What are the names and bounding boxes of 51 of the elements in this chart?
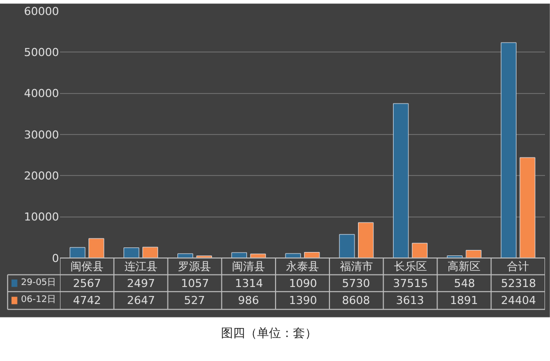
bar xyxy=(412,242,428,258)
data-label: 2647 xyxy=(127,294,155,307)
data-label: 548 xyxy=(454,277,475,290)
bar xyxy=(124,247,140,258)
text: 图四（单位：套） xyxy=(221,326,317,340)
bar xyxy=(358,222,374,258)
x-tick-label: 闽侯县 xyxy=(70,260,104,273)
bar xyxy=(304,252,320,258)
x-tick-label: 长乐区 xyxy=(394,260,427,273)
legend-label: 29-05日 xyxy=(21,278,56,288)
data-label: 1090 xyxy=(289,277,317,290)
x-tick-label: 闽清县 xyxy=(232,260,266,273)
x-tick-label: 罗源县 xyxy=(178,260,212,273)
data-label: 3613 xyxy=(396,294,424,307)
data-label: 1057 xyxy=(181,277,209,290)
bar xyxy=(520,157,536,258)
y-tick-label: 20000 xyxy=(24,170,59,183)
bar xyxy=(250,254,266,258)
y-tick-label: 60000 xyxy=(24,4,59,18)
bar xyxy=(466,250,482,258)
x-tick-label: 合计 xyxy=(507,260,530,273)
y-tick-label: 50000 xyxy=(24,46,59,60)
x-tick-label: 福清市 xyxy=(340,260,373,273)
bar xyxy=(70,247,86,258)
bar xyxy=(393,103,409,258)
data-label: 52318 xyxy=(501,277,536,290)
x-tick-label: 连江县 xyxy=(124,260,158,273)
data-label: 1891 xyxy=(450,294,478,307)
x-tick-label: 永泰县 xyxy=(286,260,319,273)
x-tick-label: 高新区 xyxy=(448,260,481,273)
bar xyxy=(142,246,158,258)
bar xyxy=(88,238,104,258)
data-label: 8608 xyxy=(342,294,370,307)
data-label: 986 xyxy=(238,294,259,307)
legend-label: 06-12日 xyxy=(21,295,56,305)
data-label: 37515 xyxy=(393,277,428,290)
data-label: 1314 xyxy=(235,277,263,290)
data-label: 24404 xyxy=(501,294,536,307)
y-tick-label: 40000 xyxy=(24,87,59,100)
y-tick-label: 30000 xyxy=(24,128,59,142)
data-label: 5730 xyxy=(342,277,370,290)
data-label: 2497 xyxy=(127,277,155,290)
y-tick-label: 10000 xyxy=(24,210,59,224)
bar xyxy=(500,42,516,258)
bar xyxy=(285,253,301,258)
y-tick-label: 0 xyxy=(52,252,59,265)
data-label: 2567 xyxy=(73,277,101,290)
data-label: 527 xyxy=(184,294,205,307)
data-label: 4742 xyxy=(73,294,101,307)
data-label: 1390 xyxy=(289,294,317,307)
bar xyxy=(339,234,355,258)
